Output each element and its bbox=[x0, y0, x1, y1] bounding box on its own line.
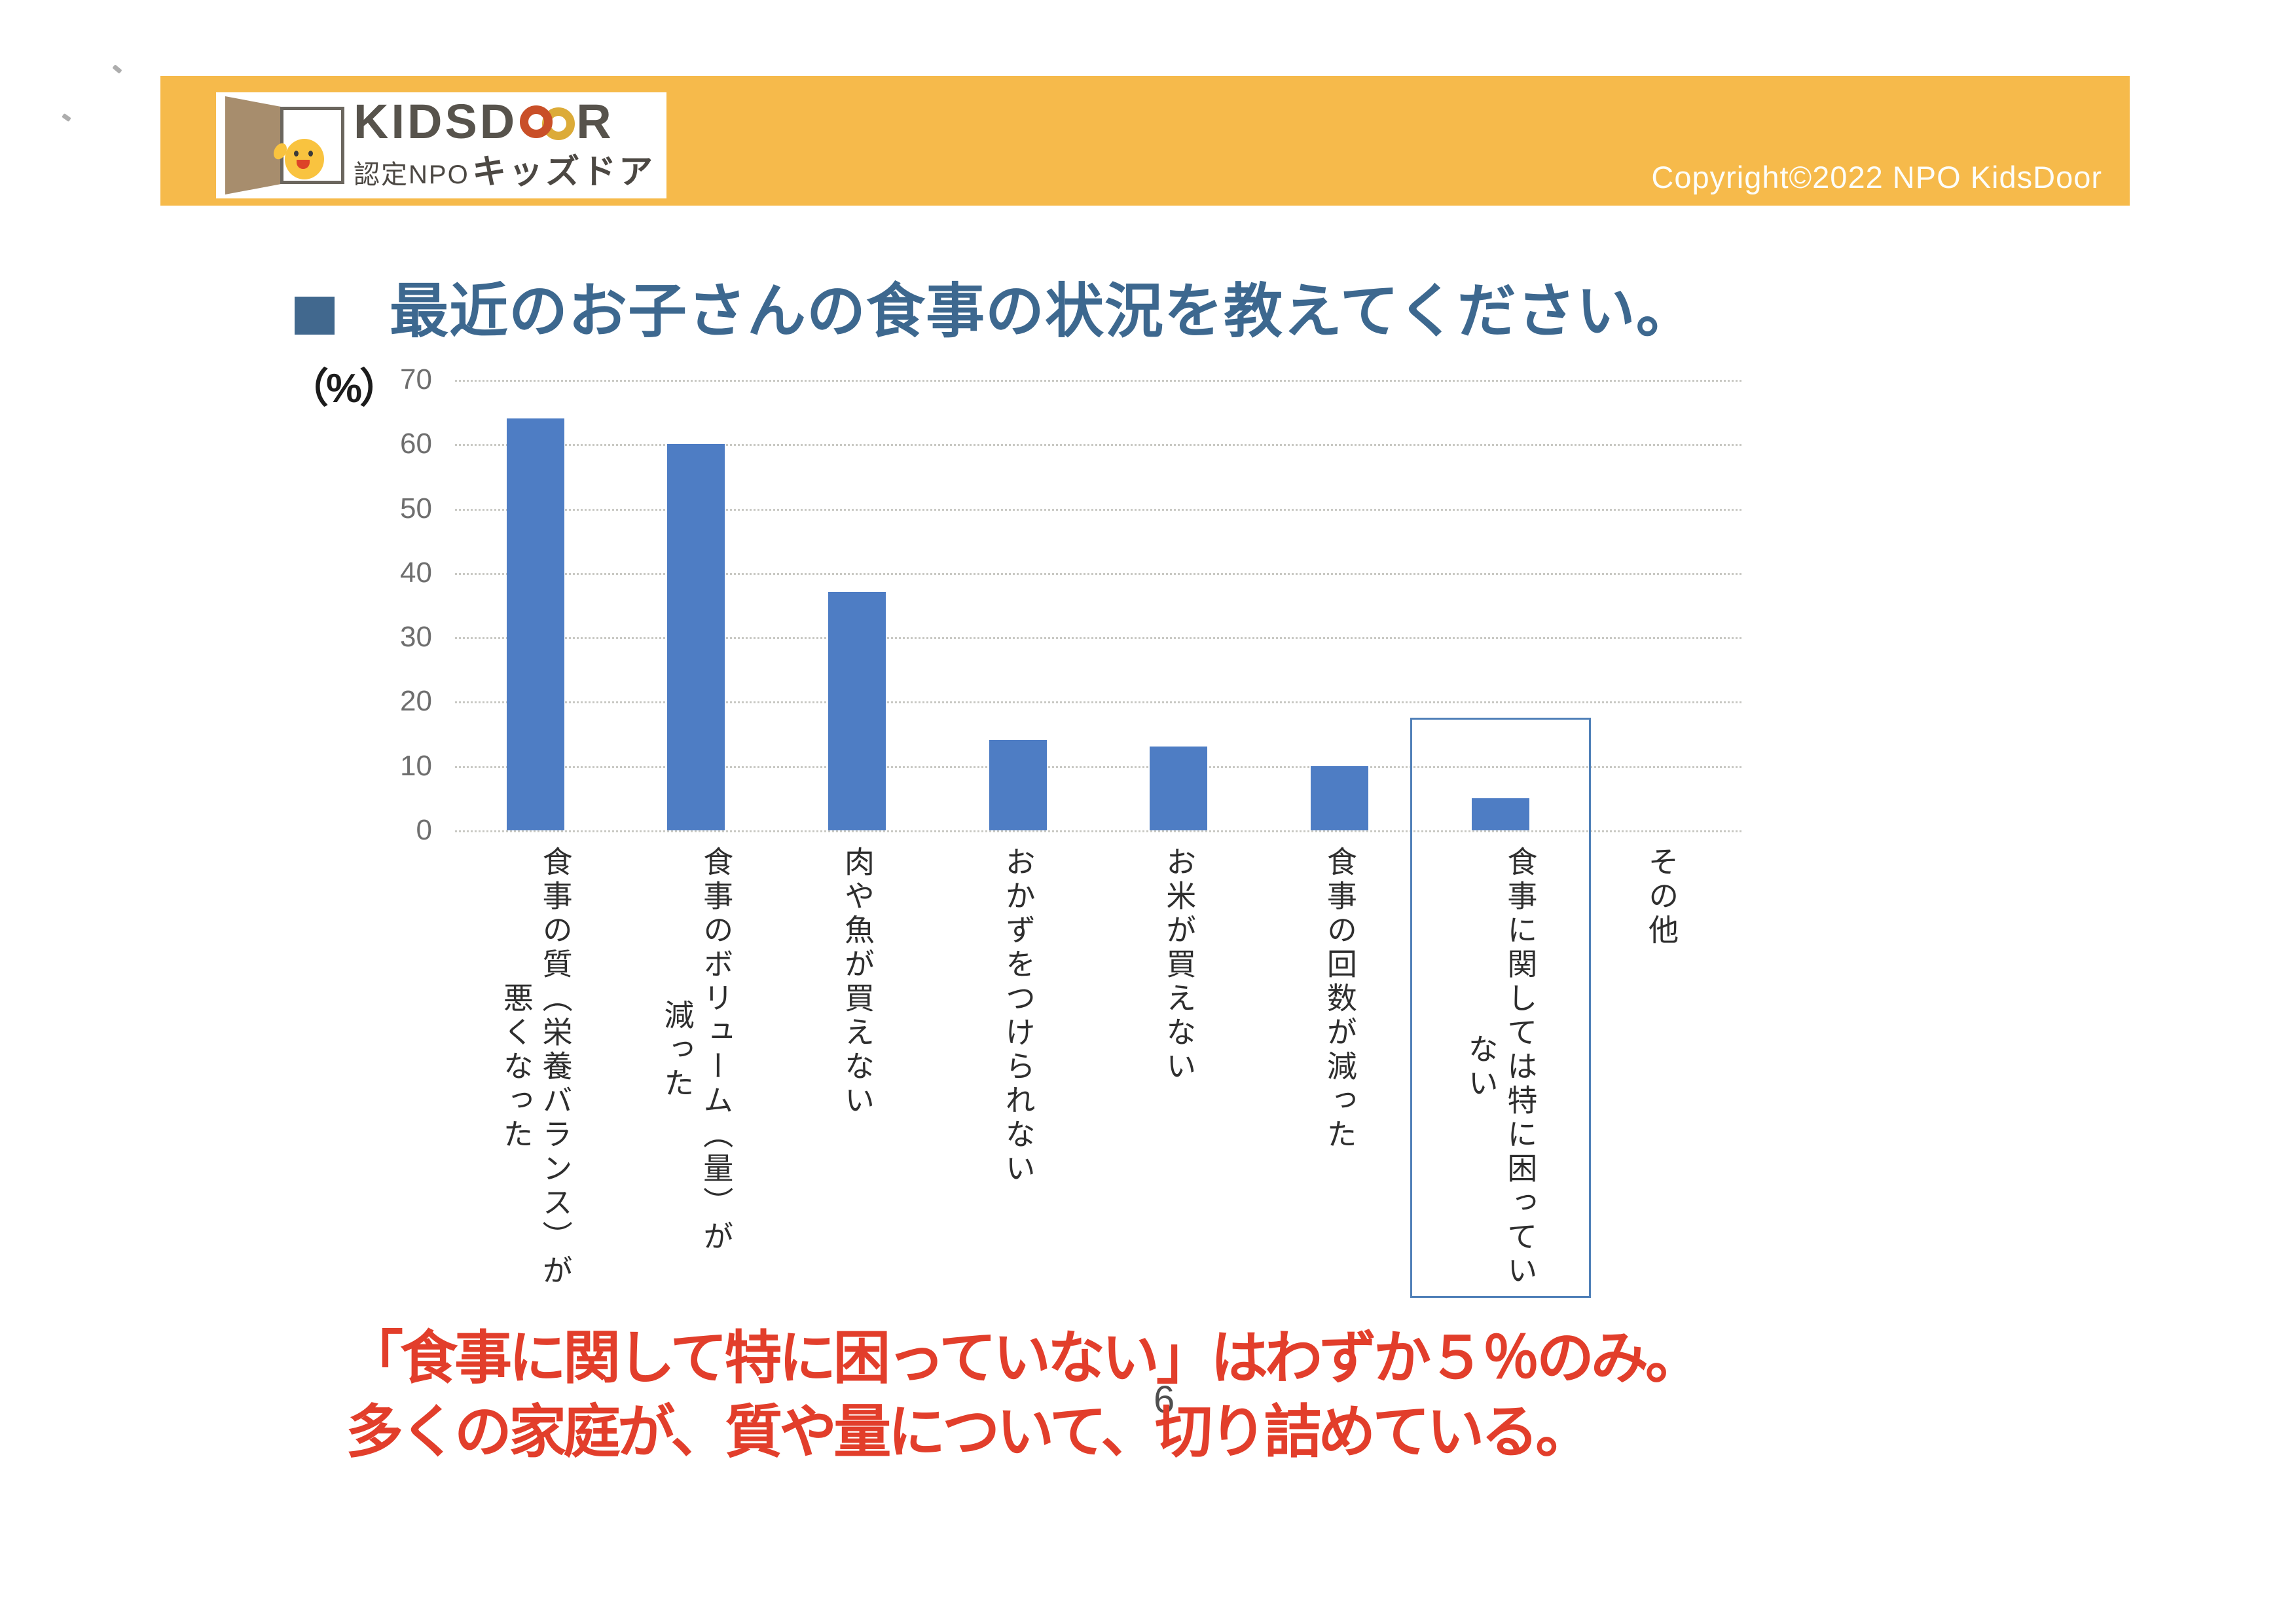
chick-eye bbox=[308, 151, 313, 157]
logo-subtitle: 認定NPO キッズドア bbox=[354, 155, 655, 189]
title-row: 最近のお子さんの食事の状況を教えてください。 bbox=[295, 278, 1696, 346]
bar-2 bbox=[828, 592, 886, 830]
header-bar: KIDSD R 認定NPO キッズドア Copyright©2022 NPO K… bbox=[160, 76, 2130, 206]
y-tick-label-10: 10 bbox=[400, 749, 432, 782]
y-axis-unit-label: （%） bbox=[288, 366, 400, 411]
page-number: 6 bbox=[1154, 1378, 1175, 1421]
y-tick-label-30: 30 bbox=[400, 621, 432, 654]
logo-text: KIDSD R 認定NPO キッズドア bbox=[354, 98, 655, 190]
annotation-text: 「食事に関して特に困っていない」はわずか５％のみ。 多くの家庭が、質や量について… bbox=[346, 1321, 1703, 1469]
brand-prefix: KIDSD bbox=[354, 94, 518, 149]
category-label-4: お米が買えない bbox=[1162, 846, 1197, 1084]
gridline-0 bbox=[455, 830, 1741, 832]
brand-suffix: R bbox=[576, 94, 614, 149]
y-tick-label-40: 40 bbox=[400, 556, 432, 589]
category-label-2: 肉や魚が買えない bbox=[840, 846, 875, 1118]
chick-eye bbox=[294, 151, 299, 157]
gridline-10 bbox=[455, 766, 1741, 768]
y-tick-label-0: 0 bbox=[416, 814, 432, 846]
category-label-3: おかずをつけられない bbox=[1001, 846, 1036, 1187]
open-door-icon bbox=[225, 96, 346, 194]
logo-subtitle-npo: 認定NPO bbox=[354, 160, 469, 189]
bar-0 bbox=[506, 418, 564, 830]
gridline-30 bbox=[455, 637, 1741, 640]
chick-beak bbox=[297, 160, 310, 169]
bar-3 bbox=[989, 740, 1047, 830]
y-tick-label-50: 50 bbox=[400, 492, 432, 525]
chick-mascot-icon bbox=[270, 139, 324, 179]
copyright-text: Copyright©2022 NPO KidsDoor bbox=[1651, 160, 2102, 194]
door-panel bbox=[225, 96, 283, 194]
gridline-20 bbox=[455, 701, 1741, 704]
gridline-60 bbox=[455, 444, 1741, 447]
category-label-5: 食事の回数が減った bbox=[1322, 846, 1357, 1153]
gridline-40 bbox=[455, 572, 1741, 575]
bar-6 bbox=[1471, 798, 1529, 830]
annotation-line-1: 「食事に関して特に困っていない」はわずか５％のみ。 bbox=[346, 1325, 1703, 1390]
gridline-50 bbox=[455, 508, 1741, 511]
page-title: 最近のお子さんの食事の状況を教えてください。 bbox=[390, 279, 1696, 344]
logo-o-ring-red-icon bbox=[520, 105, 553, 138]
category-label-1: 食事のボリューム（量）が 減った bbox=[660, 846, 734, 1255]
category-label-6: 食事に関しては特に困ってい ない bbox=[1464, 846, 1538, 1289]
y-tick-label-20: 20 bbox=[400, 685, 432, 718]
y-tick-label-70: 70 bbox=[400, 363, 432, 396]
brand-wordmark: KIDSD R bbox=[354, 98, 655, 146]
bar-1 bbox=[667, 444, 725, 830]
doorway bbox=[270, 107, 344, 184]
y-tick-label-60: 60 bbox=[400, 428, 432, 460]
category-label-7: その他 bbox=[1645, 846, 1679, 948]
gridline-70 bbox=[455, 380, 1741, 382]
annotation-line-2: 多くの家庭が、質や量について、切り詰めている。 bbox=[346, 1399, 1593, 1464]
kidsdoor-logo: KIDSD R 認定NPO キッズドア bbox=[216, 92, 666, 198]
bar-5 bbox=[1310, 766, 1368, 830]
category-label-0: 食事の質（栄養バランス）が 悪くなった bbox=[499, 846, 573, 1289]
bar-4 bbox=[1150, 747, 1208, 830]
logo-subtitle-name: キッズドア bbox=[472, 153, 656, 191]
highlight-box bbox=[1410, 718, 1591, 1298]
title-bullet-square bbox=[295, 297, 335, 335]
